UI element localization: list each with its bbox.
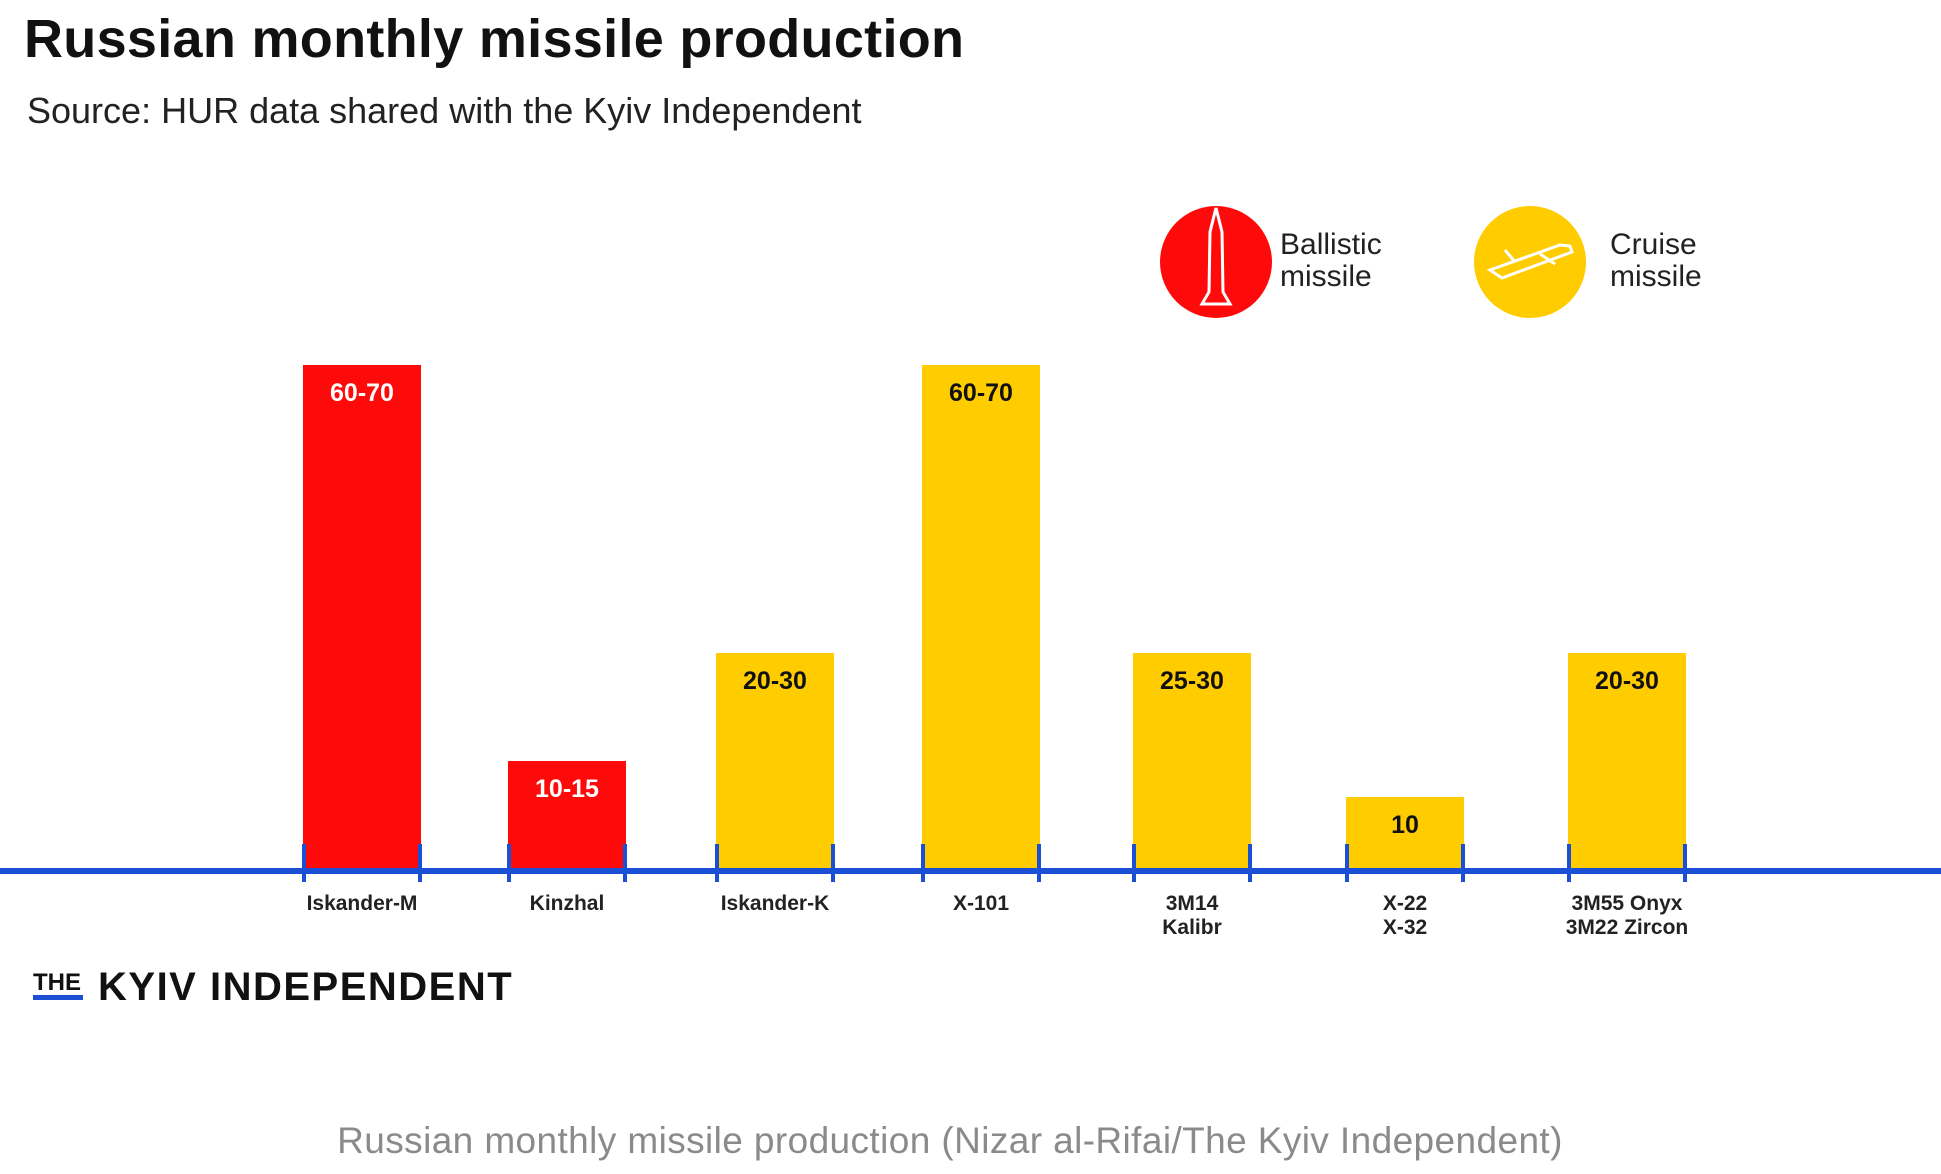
bar-3 — [922, 365, 1040, 869]
x-tick-label: X-22 — [1383, 892, 1427, 915]
bar-6 — [1568, 653, 1686, 869]
bar-value-label: 60-70 — [949, 379, 1013, 407]
bar-2 — [716, 653, 834, 869]
bar-value-label: 60-70 — [330, 379, 394, 407]
ballistic-missile-icon — [1199, 207, 1233, 306]
cruise-missile-icon — [1486, 243, 1574, 280]
chart-title: Russian monthly missile production — [24, 9, 965, 69]
x-axis-labels: Iskander-M Kinzhal Iskander-K X-101 3M14Kali… — [307, 892, 1689, 939]
legend-ballistic-label-2: missile — [1280, 260, 1372, 293]
x-tick-label: X-101 — [953, 892, 1009, 915]
brand-name: KYIV INDEPENDENT — [98, 965, 513, 1009]
legend-ballistic: Ballistic missile — [1160, 206, 1382, 318]
bar-4 — [1133, 653, 1251, 869]
brand-underline — [33, 995, 83, 1000]
x-tick-label: Kalibr — [1162, 916, 1222, 939]
x-tick-label: Iskander-K — [721, 892, 830, 915]
x-tick-label: Kinzhal — [530, 892, 605, 915]
bars-group: 60-70 10-15 20-30 60-70 25-30 10 20-30 — [303, 365, 1686, 869]
bar-value-label: 20-30 — [1595, 667, 1659, 695]
brand-the: THE — [33, 969, 81, 996]
legend-cruise-label-2: missile — [1610, 260, 1702, 293]
bar-value-label: 10 — [1391, 811, 1419, 839]
cruise-legend-swatch — [1474, 206, 1586, 318]
x-tick-label: 3M55 Onyx — [1572, 892, 1683, 915]
legend-cruise-label-1: Cruise — [1610, 228, 1697, 261]
bar-1 — [508, 761, 626, 869]
legend-ballistic-label-1: Ballistic — [1280, 228, 1382, 261]
bar-0 — [303, 365, 421, 869]
bar-value-label: 25-30 — [1160, 667, 1224, 695]
ballistic-legend-swatch — [1160, 206, 1272, 318]
x-axis-ticks — [302, 844, 1687, 882]
x-tick-label: 3M22 Zircon — [1566, 916, 1689, 939]
legend-cruise: Cruise missile — [1474, 206, 1702, 318]
image-caption: Russian monthly missile production (Niza… — [337, 1120, 1563, 1161]
chart-subtitle: Source: HUR data shared with the Kyiv In… — [27, 90, 862, 131]
x-tick-label: 3M14 — [1166, 892, 1219, 915]
x-tick-label: X-32 — [1383, 916, 1427, 939]
brand-logo: THE KYIV INDEPENDENT — [33, 965, 513, 1009]
bar-value-label: 10-15 — [535, 775, 599, 803]
x-tick-label: Iskander-M — [307, 892, 418, 915]
bar-value-label: 20-30 — [743, 667, 807, 695]
bar-5 — [1346, 797, 1464, 869]
